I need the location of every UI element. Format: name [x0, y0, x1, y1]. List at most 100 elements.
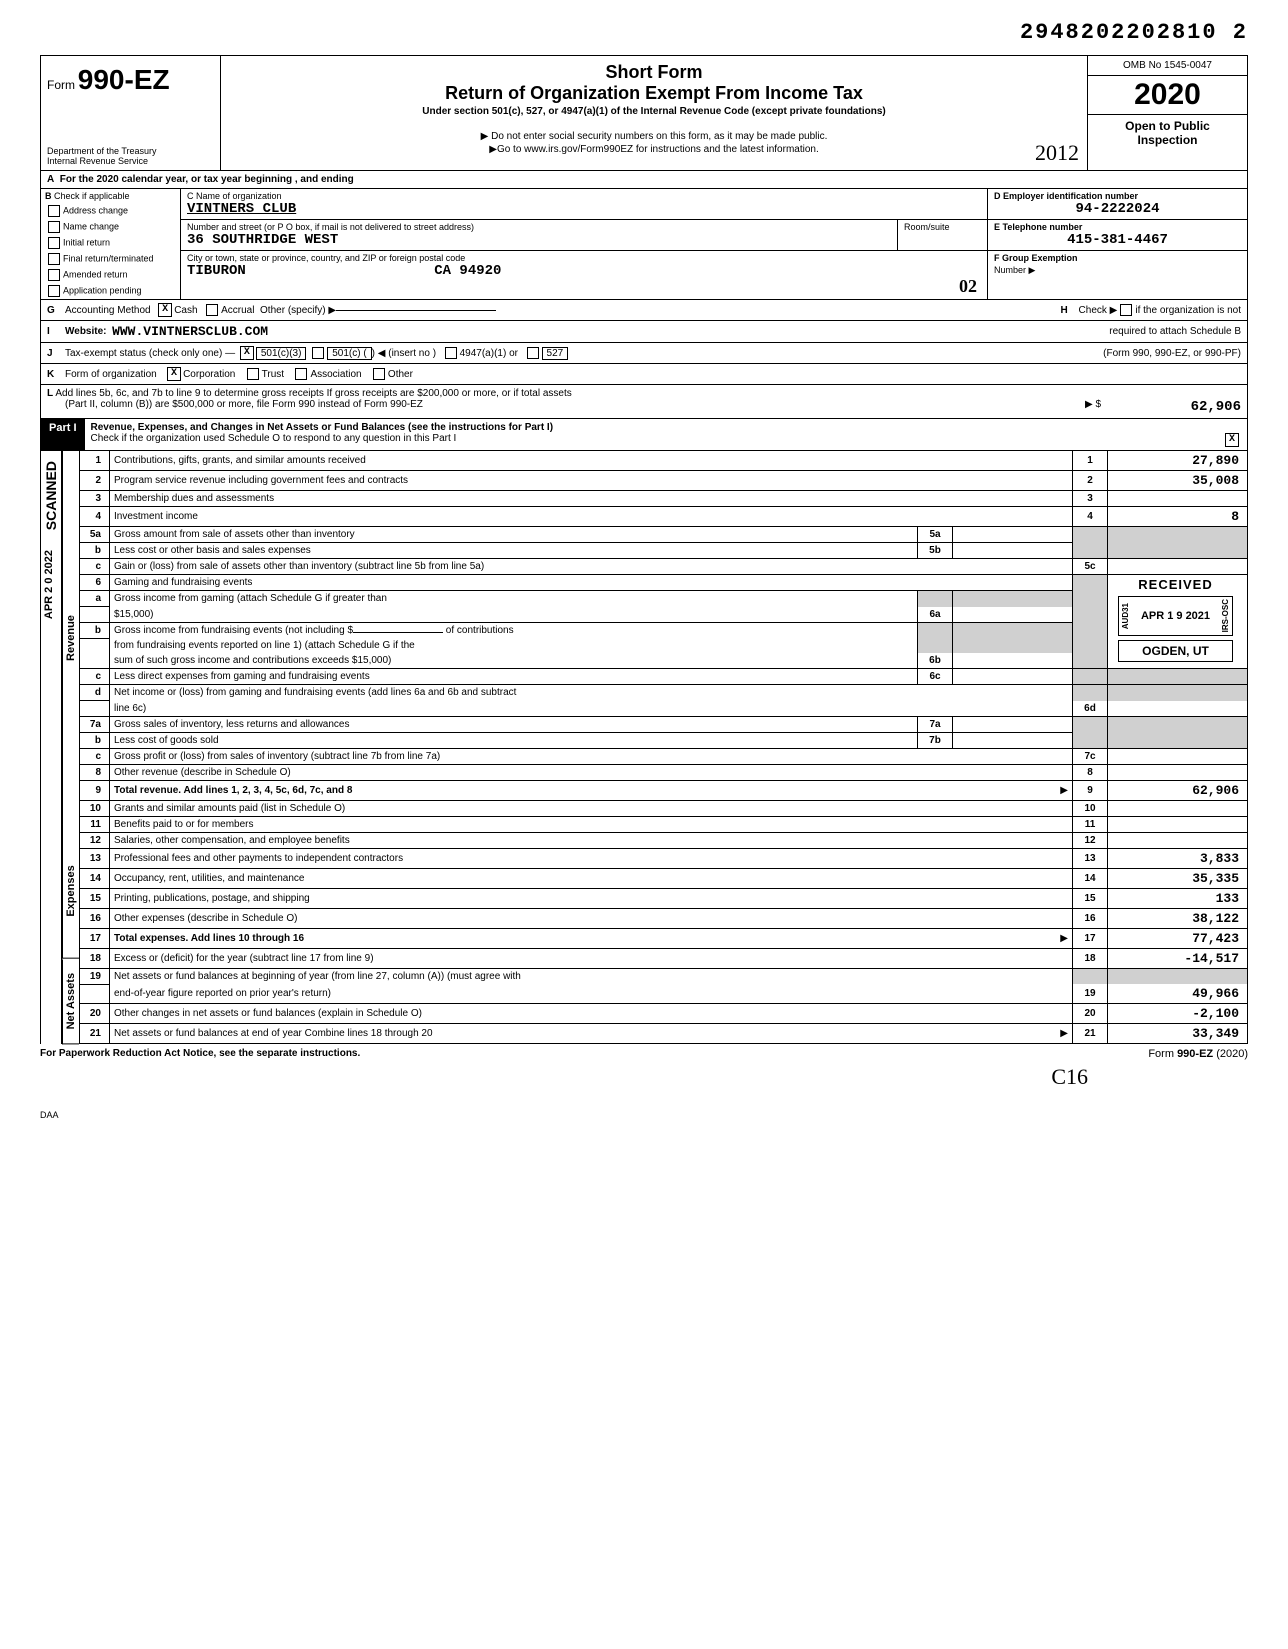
checkbox-accrual[interactable] [206, 304, 218, 316]
row-a-text: For the 2020 calendar year, or tax year … [60, 174, 354, 185]
revenue-side-label: Revenue [62, 451, 79, 825]
line-3-desc: Membership dues and assessments [110, 491, 1073, 507]
check-if-applicable: Check if applicable [54, 191, 130, 201]
application-pending-label: Application pending [63, 285, 142, 295]
form-header: Form 990-EZ Department of the Treasury I… [40, 55, 1248, 171]
document-id: 2948202202810 2 [40, 20, 1248, 45]
line-14-val: 35,335 [1108, 868, 1248, 888]
form-org-label: Form of organization [65, 369, 157, 380]
line-9-desc: Total revenue. Add lines 1, 2, 3, 4, 5c,… [114, 785, 352, 796]
g-label: G [47, 305, 65, 316]
corporation-label: Corporation [183, 369, 235, 380]
h-label: H [1061, 305, 1079, 316]
instruction-2: ▶Go to www.irs.gov/Form990EZ for instruc… [231, 144, 1077, 155]
line-15-desc: Printing, publications, postage, and shi… [110, 888, 1073, 908]
line-20-desc: Other changes in net assets or fund bala… [110, 1004, 1073, 1024]
f-number-label: Number ▶ [988, 263, 1247, 276]
checkbox-amended-return[interactable] [48, 269, 60, 281]
checkbox-schedule-o[interactable]: X [1225, 433, 1239, 447]
line-6d-desc2: line 6c) [110, 701, 1073, 717]
checkbox-501c3[interactable]: X [240, 346, 254, 360]
checkbox-name-change[interactable] [48, 221, 60, 233]
checkbox-address-change[interactable] [48, 205, 60, 217]
line-17-val: 77,423 [1108, 928, 1248, 948]
part-1-check-text: Check if the organization used Schedule … [91, 433, 457, 444]
checkbox-initial-return[interactable] [48, 237, 60, 249]
line-6d-val [1108, 701, 1248, 717]
handwritten-year: 2012 [1035, 140, 1079, 166]
accrual-label: Accrual [221, 305, 254, 316]
checkbox-final-return[interactable] [48, 253, 60, 265]
l-text1: Add lines 5b, 6c, and 7b to line 9 to de… [55, 388, 571, 399]
checkbox-527[interactable] [527, 347, 539, 359]
line-19-desc2: end-of-year figure reported on prior yea… [110, 984, 1073, 1004]
527-label: 527 [542, 347, 569, 360]
checkbox-cash[interactable]: X [158, 303, 172, 317]
paperwork-notice: For Paperwork Reduction Act Notice, see … [40, 1048, 360, 1060]
h-required-text: required to attach Schedule B [1109, 326, 1241, 337]
dept-irs: Internal Revenue Service [47, 156, 214, 166]
line-2-val: 35,008 [1108, 471, 1248, 491]
amended-return-label: Amended return [63, 269, 128, 279]
checkbox-association[interactable] [295, 368, 307, 380]
website-label: Website: [65, 326, 107, 337]
line-6b-desc3: from fundraising events reported on line… [110, 638, 918, 653]
final-return-label: Final return/terminated [63, 253, 154, 263]
scanned-stamp: SCANNED [41, 451, 61, 540]
d-ein-label: D Employer identification number [988, 189, 1247, 201]
name-change-label: Name change [63, 221, 119, 231]
gross-receipts-value: 62,906 [1101, 399, 1241, 415]
line-18-desc: Excess or (deficit) for the year (subtra… [110, 948, 1073, 968]
line-4-val: 8 [1108, 507, 1248, 527]
l-arrow: ▶ $ [1085, 399, 1101, 415]
checkbox-501c[interactable] [312, 347, 324, 359]
insert-no-label: ) ◀ (insert no ) [372, 348, 436, 359]
j-label: J [47, 348, 65, 359]
line-7c-desc: Gross profit or (loss) from sales of inv… [110, 748, 1073, 764]
row-k: K Form of organization X Corporation Tru… [40, 364, 1248, 385]
line-19-val: 49,966 [1108, 984, 1248, 1004]
city-label: City or town, state or province, country… [181, 251, 987, 263]
checkbox-corporation[interactable]: X [167, 367, 181, 381]
h-check-label: Check ▶ [1079, 305, 1118, 316]
f-group-label: F Group Exemption [988, 251, 1247, 263]
i-label: I [47, 326, 65, 337]
l-label: L [47, 388, 53, 399]
line-13-desc: Professional fees and other payments to … [110, 848, 1073, 868]
checkbox-4947[interactable] [445, 347, 457, 359]
line-16-desc: Other expenses (describe in Schedule O) [110, 908, 1073, 928]
checkbox-trust[interactable] [247, 368, 259, 380]
trust-label: Trust [262, 369, 284, 380]
tax-year: 2020 [1088, 76, 1247, 115]
line-19-desc: Net assets or fund balances at beginning… [110, 968, 1073, 984]
line-11-val [1108, 816, 1248, 832]
line-6d-desc: Net income or (loss) from gaming and fun… [110, 685, 1073, 701]
street-address: 36 SOUTHRIDGE WEST [181, 232, 897, 250]
line-10-desc: Grants and similar amounts paid (list in… [110, 800, 1073, 816]
line-16-val: 38,122 [1108, 908, 1248, 928]
organization-name: VINTNERS CLUB [181, 201, 987, 219]
other-specify-label: Other (specify) ▶ [260, 305, 336, 316]
checkbox-application-pending[interactable] [48, 285, 60, 297]
daa-mark: DAA [40, 1110, 1248, 1120]
checkbox-other-org[interactable] [373, 368, 385, 380]
lines-table: 1Contributions, gifts, grants, and simil… [79, 451, 1248, 1044]
checkbox-h[interactable] [1120, 304, 1132, 316]
ein: 94-2222024 [988, 201, 1247, 219]
initial-return-label: Initial return [63, 237, 110, 247]
line-6a-desc2: $15,000) [110, 607, 918, 623]
line-17-desc: Total expenses. Add lines 10 through 16 [114, 933, 304, 944]
aud-stamp: AUD31 [1121, 603, 1130, 629]
c-name-label: C Name of organization [181, 189, 987, 201]
row-i: I Website: WWW.VINTNERSCLUB.COM required… [40, 321, 1248, 343]
line-3-val [1108, 491, 1248, 507]
line-8-desc: Other revenue (describe in Schedule O) [110, 764, 1073, 780]
h-if-org: if the organization is not [1135, 305, 1241, 316]
form-title: Return of Organization Exempt From Incom… [231, 83, 1077, 104]
line-5b-desc: Less cost or other basis and sales expen… [110, 543, 918, 559]
form-subtitle: Under section 501(c), 527, or 4947(a)(1)… [231, 106, 1077, 117]
l-text2: (Part II, column (B)) are $500,000 or mo… [47, 399, 423, 415]
501c-label: 501(c) ( [327, 347, 371, 360]
website-value: WWW.VINTNERSCLUB.COM [112, 324, 268, 339]
line-15-val: 133 [1108, 888, 1248, 908]
